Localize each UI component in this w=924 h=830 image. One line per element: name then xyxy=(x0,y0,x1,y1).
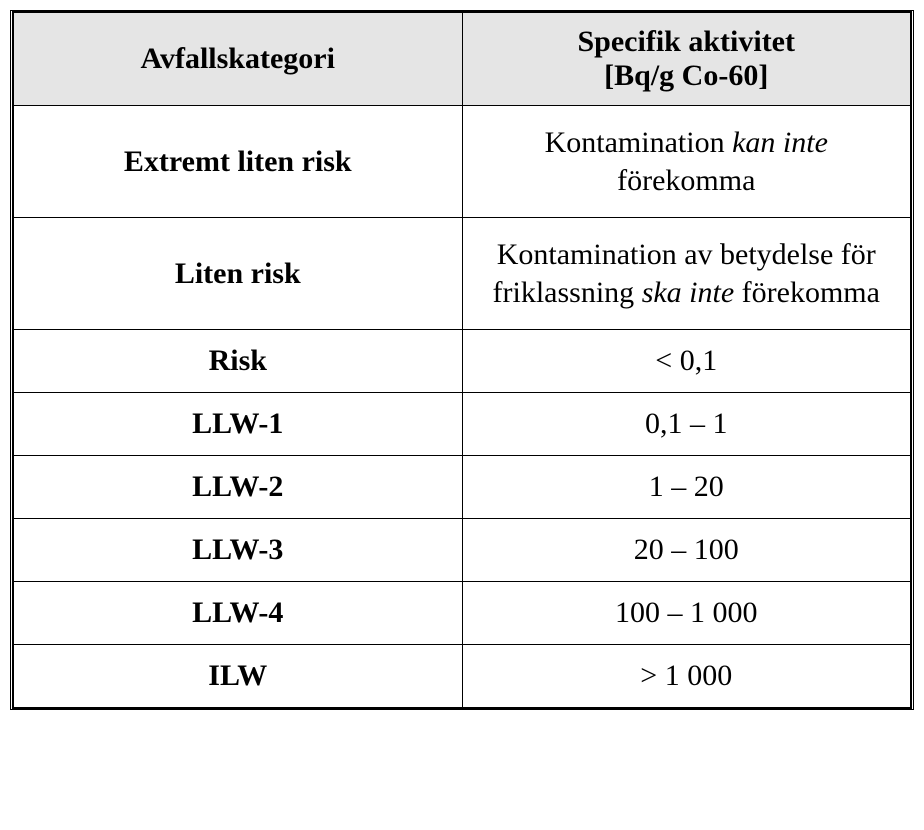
cell-category: LLW-4 xyxy=(14,582,463,645)
cell-category: ILW xyxy=(14,645,463,708)
table-body: Extremt liten riskKontamination kan inte… xyxy=(14,106,911,708)
waste-category-table-wrapper: Avfallskategori Specifik aktivitet [Bq/g… xyxy=(10,10,914,710)
waste-category-table: Avfallskategori Specifik aktivitet [Bq/g… xyxy=(13,12,911,708)
table-row: ILW> 1 000 xyxy=(14,645,911,708)
table-row: LLW-320 – 100 xyxy=(14,519,911,582)
table-row: LLW-10,1 – 1 xyxy=(14,393,911,456)
cell-activity: < 0,1 xyxy=(462,330,911,393)
table-row: Liten riskKontamination av betydelse för… xyxy=(14,218,911,330)
cell-activity: 1 – 20 xyxy=(462,456,911,519)
col-header-activity-line1: Specifik aktivitet xyxy=(578,25,796,58)
table-header-row: Avfallskategori Specifik aktivitet [Bq/g… xyxy=(14,13,911,106)
cell-category: LLW-1 xyxy=(14,393,463,456)
col-header-category: Avfallskategori xyxy=(14,13,463,106)
cell-category: Risk xyxy=(14,330,463,393)
cell-category: LLW-2 xyxy=(14,456,463,519)
table-row: LLW-4100 – 1 000 xyxy=(14,582,911,645)
cell-activity: 20 – 100 xyxy=(462,519,911,582)
cell-activity: Kontamination kan inte förekomma xyxy=(462,106,911,218)
table-row: Extremt liten riskKontamination kan inte… xyxy=(14,106,911,218)
col-header-activity: Specifik aktivitet [Bq/g Co-60] xyxy=(462,13,911,106)
cell-activity: 0,1 – 1 xyxy=(462,393,911,456)
cell-activity: 100 – 1 000 xyxy=(462,582,911,645)
cell-activity: Kontamination av betydelse för friklassn… xyxy=(462,218,911,330)
col-header-category-text: Avfallskategori xyxy=(141,42,335,75)
cell-category: Liten risk xyxy=(14,218,463,330)
cell-category: Extremt liten risk xyxy=(14,106,463,218)
col-header-activity-line2: [Bq/g Co-60] xyxy=(604,59,768,92)
table-row: Risk< 0,1 xyxy=(14,330,911,393)
table-row: LLW-21 – 20 xyxy=(14,456,911,519)
cell-activity: > 1 000 xyxy=(462,645,911,708)
cell-category: LLW-3 xyxy=(14,519,463,582)
